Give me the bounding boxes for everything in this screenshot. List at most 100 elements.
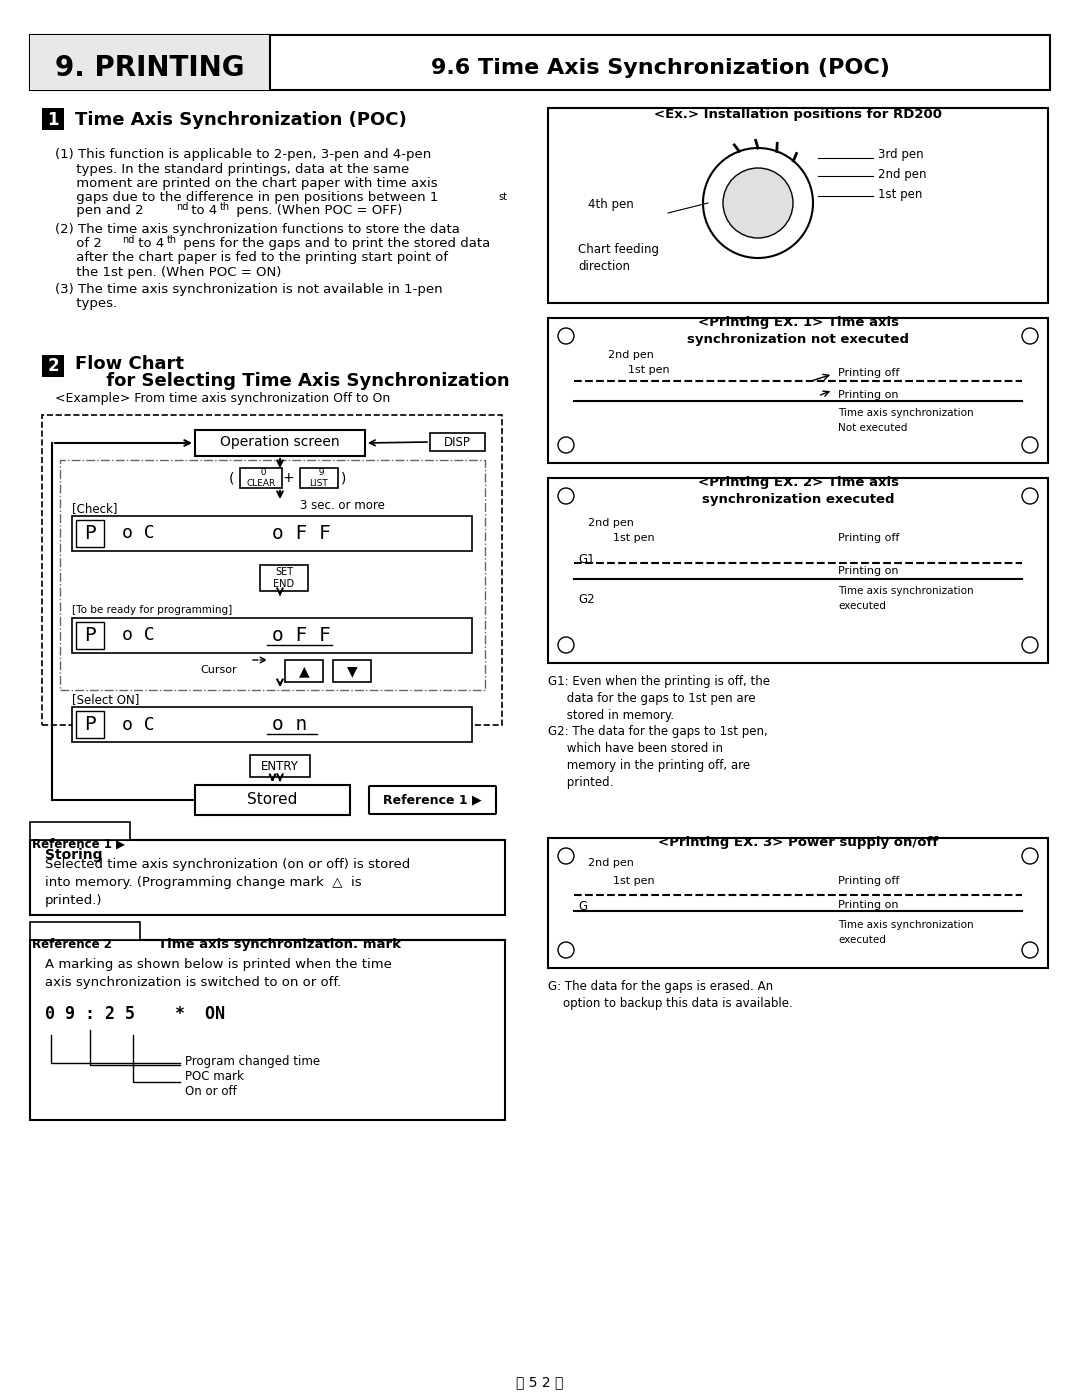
- Text: 1: 1: [48, 110, 58, 129]
- Circle shape: [558, 488, 573, 504]
- Text: types.: types.: [55, 298, 117, 310]
- Circle shape: [1022, 637, 1038, 652]
- Text: Printing on: Printing on: [838, 566, 899, 576]
- Text: Time axis synchronization. mark: Time axis synchronization. mark: [158, 937, 401, 951]
- Text: Printing on: Printing on: [838, 900, 899, 909]
- Text: pens for the gaps and to print the stored data: pens for the gaps and to print the store…: [179, 237, 490, 250]
- Text: th: th: [167, 235, 177, 244]
- Text: 9.6 Time Axis Synchronization (POC): 9.6 Time Axis Synchronization (POC): [431, 59, 890, 78]
- Bar: [548, 108, 1048, 303]
- Text: 0
CLEAR: 0 CLEAR: [246, 468, 275, 488]
- Text: DISP: DISP: [444, 436, 471, 448]
- FancyBboxPatch shape: [369, 787, 496, 814]
- Text: ENTRY: ENTRY: [261, 760, 299, 773]
- Circle shape: [558, 437, 573, 453]
- Text: st: st: [498, 191, 507, 201]
- Text: (3) The time axis synchronization is not available in 1-pen: (3) The time axis synchronization is not…: [55, 282, 443, 296]
- Text: executed: executed: [838, 935, 886, 944]
- Text: to 4: to 4: [134, 237, 164, 250]
- Text: Cursor: Cursor: [200, 665, 237, 675]
- Text: o C: o C: [122, 715, 154, 733]
- Text: o C: o C: [122, 524, 154, 542]
- Bar: [72, 707, 472, 742]
- Text: types. In the standard printings, data at the same: types. In the standard printings, data a…: [55, 162, 409, 176]
- Text: Selected time axis synchronization (on or off) is stored
into memory. (Programmi: Selected time axis synchronization (on o…: [45, 858, 410, 907]
- Bar: [249, 754, 310, 777]
- Text: G: The data for the gaps is erased. An
    option to backup this data is availab: G: The data for the gaps is erased. An o…: [548, 981, 793, 1010]
- Text: 0 9 : 2 5    *  ON: 0 9 : 2 5 * ON: [45, 1004, 225, 1023]
- Text: 2: 2: [48, 358, 58, 374]
- Bar: [30, 840, 505, 915]
- Text: for Selecting Time Axis Synchronization: for Selecting Time Axis Synchronization: [75, 372, 510, 390]
- Text: 9. PRINTING: 9. PRINTING: [55, 54, 245, 82]
- Text: Chart feeding
direction: Chart feeding direction: [578, 243, 659, 272]
- Text: o F F: o F F: [272, 626, 330, 645]
- Bar: [548, 478, 1048, 664]
- Text: 1st pen: 1st pen: [878, 189, 922, 201]
- Text: － 5 2 －: － 5 2 －: [516, 1375, 564, 1389]
- Text: P: P: [84, 715, 96, 733]
- Text: 2nd pen: 2nd pen: [588, 518, 634, 528]
- Circle shape: [1022, 328, 1038, 344]
- Text: nd: nd: [176, 203, 188, 212]
- Text: 9
LIST: 9 LIST: [310, 468, 328, 488]
- Bar: [76, 711, 104, 738]
- Bar: [76, 520, 104, 548]
- Text: pens. (When POC = OFF): pens. (When POC = OFF): [232, 204, 403, 217]
- Text: G2: The data for the gaps to 1st pen,
     which have been stored in
     memory: G2: The data for the gaps to 1st pen, wh…: [548, 725, 768, 789]
- Bar: [42, 415, 502, 725]
- Bar: [548, 838, 1048, 968]
- Bar: [72, 617, 472, 652]
- Text: A marking as shown below is printed when the time
axis synchronization is switch: A marking as shown below is printed when…: [45, 958, 392, 989]
- Text: 3rd pen: 3rd pen: [878, 148, 923, 161]
- Text: moment are printed on the chart paper with time axis: moment are printed on the chart paper wi…: [55, 177, 437, 190]
- Text: P: P: [84, 626, 96, 645]
- Text: Flow Chart: Flow Chart: [75, 355, 184, 373]
- Text: executed: executed: [838, 601, 886, 610]
- Text: G2: G2: [578, 592, 595, 606]
- Text: <Printing EX. 3> Power supply on/off: <Printing EX. 3> Power supply on/off: [658, 835, 939, 849]
- Text: th: th: [220, 203, 230, 212]
- Text: (: (: [229, 471, 234, 485]
- Text: <Printing EX. 2> Time axis
synchronization executed: <Printing EX. 2> Time axis synchronizati…: [698, 476, 899, 506]
- Text: to 4: to 4: [187, 204, 217, 217]
- Circle shape: [723, 168, 793, 237]
- Bar: [333, 659, 372, 682]
- Bar: [42, 108, 64, 130]
- Text: +: +: [282, 471, 294, 485]
- Text: [To be ready for programming]: [To be ready for programming]: [72, 605, 232, 615]
- Circle shape: [558, 328, 573, 344]
- Text: pen and 2: pen and 2: [55, 204, 144, 217]
- Text: nd: nd: [122, 235, 134, 244]
- Text: G: G: [578, 900, 588, 914]
- Text: ▲: ▲: [299, 664, 309, 678]
- Text: 2nd pen: 2nd pen: [588, 858, 634, 868]
- Text: o n: o n: [272, 715, 307, 733]
- Text: Printing off: Printing off: [838, 367, 900, 379]
- Text: 1st pen: 1st pen: [613, 534, 654, 543]
- Text: (2) The time axis synchronization functions to store the data: (2) The time axis synchronization functi…: [55, 222, 460, 236]
- Text: Storing: Storing: [45, 848, 103, 862]
- Text: o C: o C: [122, 626, 154, 644]
- Text: [Check]: [Check]: [72, 502, 118, 515]
- Text: Time axis synchronization: Time axis synchronization: [838, 921, 974, 930]
- Circle shape: [1022, 437, 1038, 453]
- Text: Reference 1 ▶: Reference 1 ▶: [383, 793, 482, 806]
- Text: 3 sec. or more: 3 sec. or more: [300, 499, 384, 511]
- Circle shape: [1022, 488, 1038, 504]
- Circle shape: [703, 148, 813, 258]
- Circle shape: [1022, 942, 1038, 958]
- Text: On or off: On or off: [185, 1085, 237, 1098]
- Bar: [72, 515, 472, 550]
- Text: ): ): [341, 471, 347, 485]
- Bar: [195, 785, 350, 814]
- Text: Operation screen: Operation screen: [220, 434, 340, 448]
- Circle shape: [558, 848, 573, 863]
- Text: <Example> From time axis synchronization Off to On: <Example> From time axis synchronization…: [55, 393, 390, 405]
- Text: <Ex.> Installation positions for RD200: <Ex.> Installation positions for RD200: [654, 108, 942, 122]
- Bar: [76, 622, 104, 650]
- FancyBboxPatch shape: [30, 922, 140, 940]
- Bar: [548, 319, 1048, 462]
- Text: Not executed: Not executed: [838, 423, 907, 433]
- Text: POC mark: POC mark: [185, 1070, 244, 1083]
